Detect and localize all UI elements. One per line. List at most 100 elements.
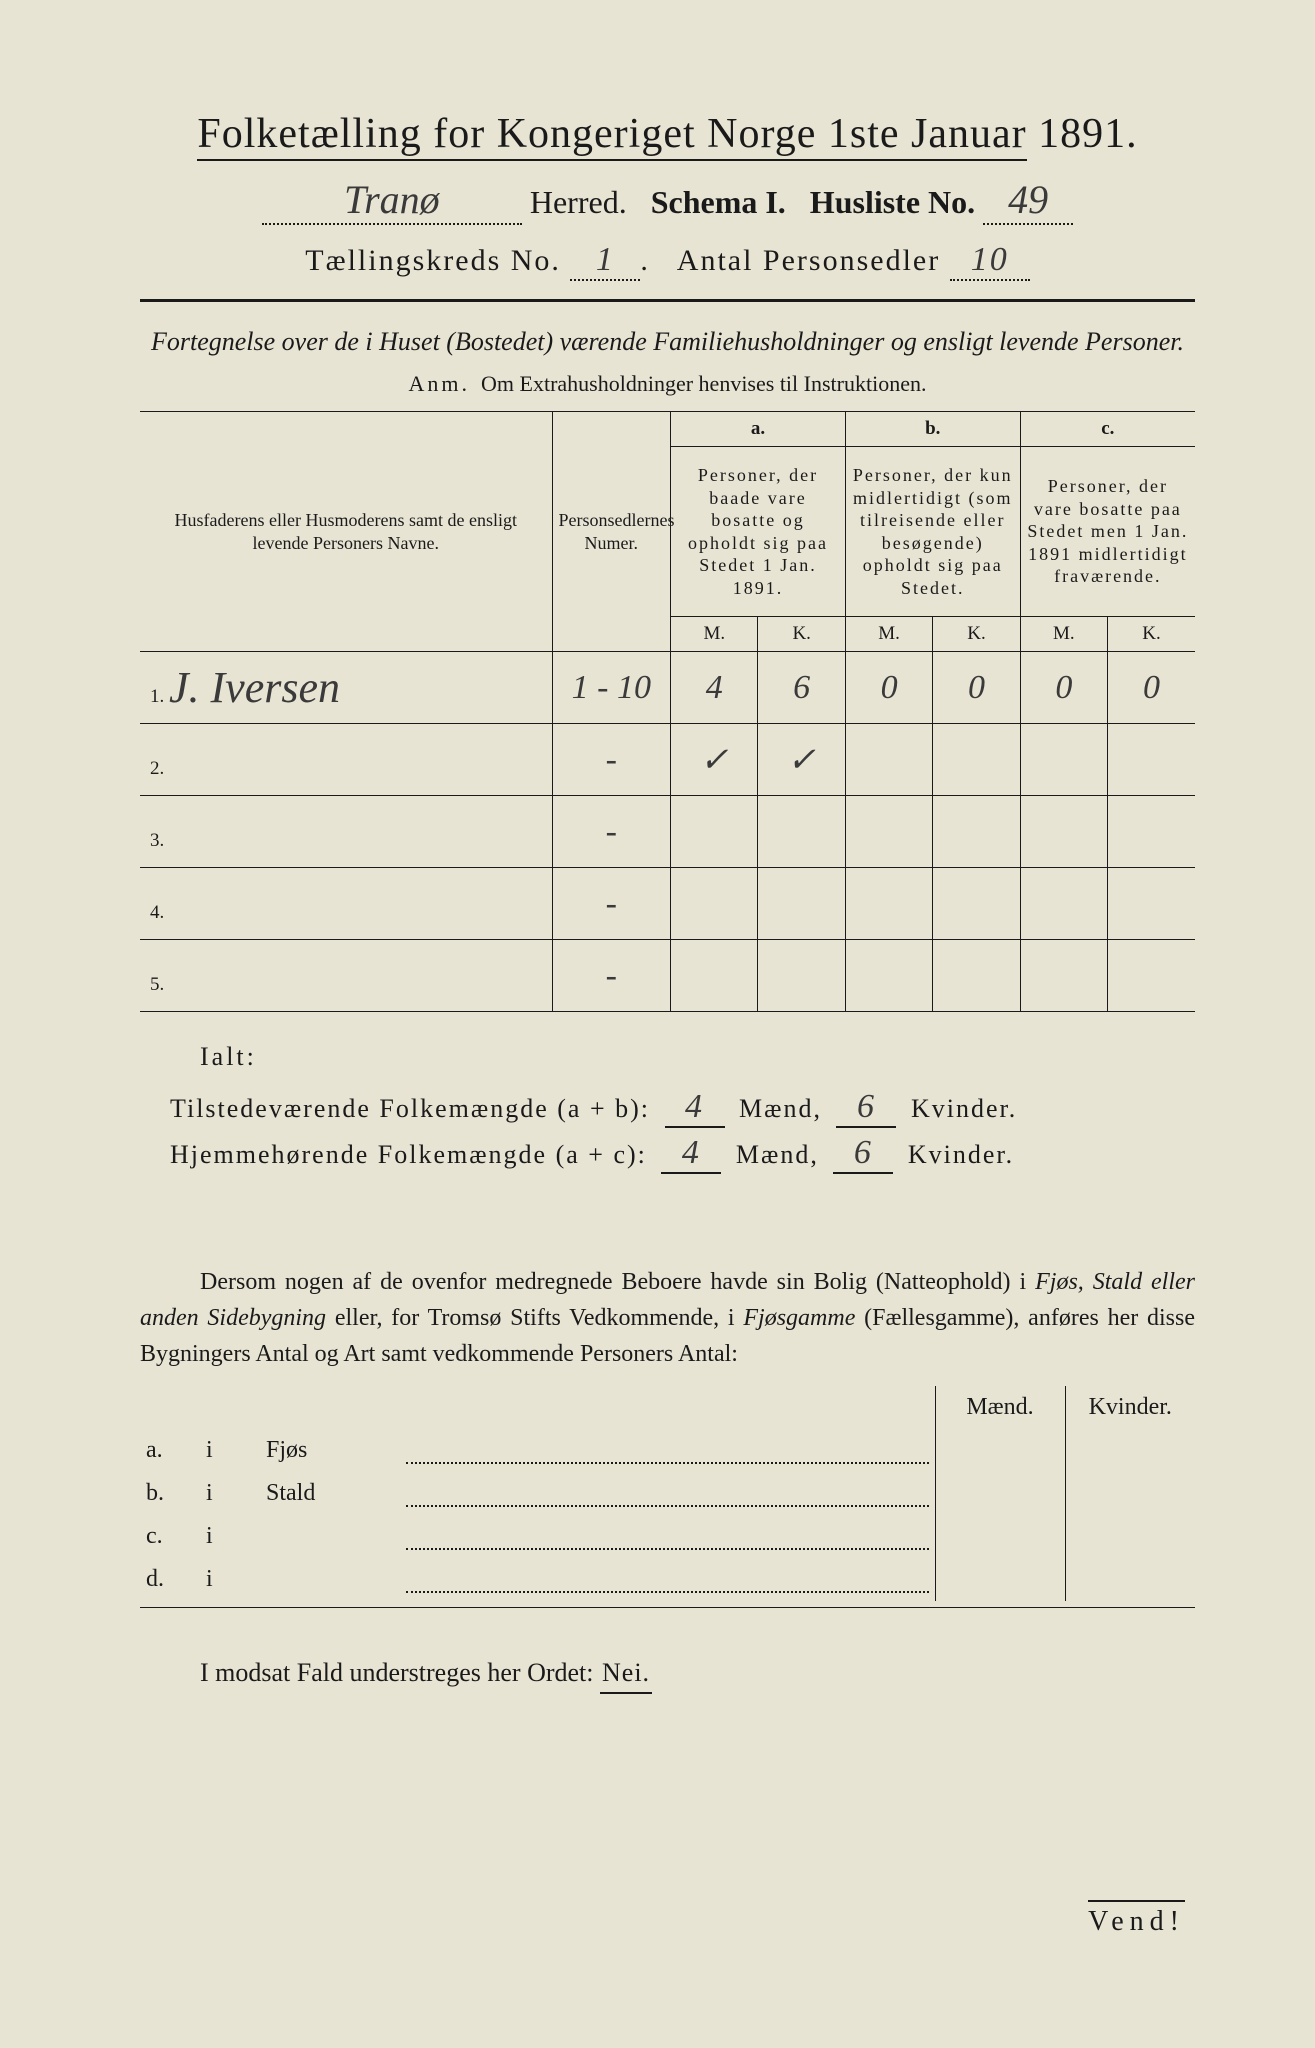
side-b: Fjøs [260, 1429, 400, 1472]
header-line-3: Tællingskreds No. 1 . Antal Personsedler… [140, 241, 1195, 281]
row-bK [933, 724, 1020, 796]
husliste-label: Husliste No. [810, 184, 975, 220]
herred-value: Tranø [344, 177, 440, 222]
row-cK [1108, 796, 1195, 868]
kreds-label: Tællingskreds No. [305, 244, 561, 277]
page-title: Folketælling for Kongeriget Norge 1ste J… [140, 110, 1195, 158]
side-kvinder-cell [1065, 1515, 1195, 1558]
side-b [260, 1558, 400, 1601]
side-i: i [200, 1515, 260, 1558]
c-m: M. [1020, 617, 1107, 652]
row-name-cell: 5. [140, 940, 552, 1012]
side-dots [400, 1558, 935, 1601]
side-maend-cell [935, 1558, 1065, 1601]
group-c-header: Personer, der vare bosatte paa Stedet me… [1020, 447, 1195, 617]
row-bK: 0 [933, 652, 1020, 724]
tot1-k: 6 [857, 1088, 876, 1125]
side-row: c.i [140, 1515, 1195, 1558]
row-bM [845, 868, 932, 940]
tot-maend: Mænd, [739, 1094, 822, 1123]
table-row: 5. - [140, 940, 1195, 1012]
side-b: Stald [260, 1472, 400, 1515]
tot1-label: Tilstedeværende Folkemængde (a + b): [170, 1094, 650, 1123]
tot-maend2: Mænd, [736, 1140, 819, 1169]
row-num: - [552, 796, 671, 868]
kreds-field: 1 [570, 241, 640, 281]
group-b-header: Personer, der kun midlertidigt (som tilr… [845, 447, 1020, 617]
kreds-value: 1 [596, 241, 615, 278]
row-name: J. Iversen [169, 663, 340, 712]
row-bM [845, 724, 932, 796]
group-b-label: b. [845, 412, 1020, 447]
antal-field: 10 [950, 241, 1030, 281]
schema-label: Schema I. [651, 184, 786, 220]
nei-line: I modsat Fald understreges her Ordet: Ne… [140, 1658, 1195, 1688]
tot1-m: 4 [685, 1088, 704, 1125]
row-cK [1108, 724, 1195, 796]
tot2-k: 6 [854, 1134, 873, 1171]
row-num: 1 - 10 [552, 652, 671, 724]
side-kvinder-cell [1065, 1472, 1195, 1515]
table-row: 2. -✓✓ [140, 724, 1195, 796]
side-kvinder-cell [1065, 1558, 1195, 1601]
table-row: 3. - [140, 796, 1195, 868]
side-i: i [200, 1558, 260, 1601]
table-row: 1. J. Iversen1 - 10460000 [140, 652, 1195, 724]
row-name-cell: 1. J. Iversen [140, 652, 552, 724]
side-dots [400, 1429, 935, 1472]
row-bM [845, 940, 932, 1012]
row-cK: 0 [1108, 652, 1195, 724]
side-maend: Mænd. [935, 1386, 1065, 1429]
totals-line-1: Tilstedeværende Folkemængde (a + b): 4 M… [170, 1088, 1195, 1128]
row-num: - [552, 724, 671, 796]
row-aK: ✓ [758, 724, 845, 796]
row-aM: 4 [671, 652, 758, 724]
antal-value: 10 [971, 241, 1009, 278]
row-aK [758, 796, 845, 868]
side-dots [400, 1515, 935, 1558]
row-bK [933, 868, 1020, 940]
nei-pre: I modsat Fald understreges her Ordet: [200, 1658, 594, 1687]
b-m: M. [845, 617, 932, 652]
group-a-label: a. [671, 412, 846, 447]
side-i: i [200, 1472, 260, 1515]
row-bM: 0 [845, 652, 932, 724]
c-k: K. [1108, 617, 1195, 652]
census-form-page: Folketælling for Kongeriget Norge 1ste J… [0, 0, 1315, 2048]
row-bM [845, 796, 932, 868]
herred-label: Herred. [530, 184, 627, 220]
header-line-2: Tranø Herred. Schema I. Husliste No. 49 [140, 176, 1195, 225]
row-bK [933, 940, 1020, 1012]
row-num: - [552, 940, 671, 1012]
anm-line: Anm. Om Extrahusholdninger henvises til … [140, 371, 1195, 397]
col-name-header: Husfaderens eller Husmoderens samt de en… [140, 412, 552, 652]
side-a: c. [140, 1515, 200, 1558]
table-row: 4. - [140, 868, 1195, 940]
antal-label: Antal Personsedler [677, 244, 940, 277]
row-name-cell: 3. [140, 796, 552, 868]
title-year: 1891. [1038, 111, 1138, 157]
side-a: d. [140, 1558, 200, 1601]
table-body: 1. J. Iversen1 - 104600002. -✓✓3. -4. -5… [140, 652, 1195, 1012]
anm-text: Om Extrahusholdninger henvises til Instr… [481, 371, 926, 396]
side-dots [400, 1472, 935, 1515]
a-k: K. [758, 617, 845, 652]
vend-label: Vend! [1088, 1900, 1185, 1938]
subtitle: Fortegnelse over de i Huset (Bostedet) v… [140, 324, 1195, 359]
side-row: b.iStald [140, 1472, 1195, 1515]
group-c-label: c. [1020, 412, 1195, 447]
row-cK [1108, 868, 1195, 940]
side-a: b. [140, 1472, 200, 1515]
husliste-field: 49 [983, 176, 1073, 225]
side-maend-cell [935, 1472, 1065, 1515]
tot2-label: Hjemmehørende Folkemængde (a + c): [170, 1140, 647, 1169]
row-cM [1020, 940, 1107, 1012]
side-kvinder: Kvinder. [1065, 1386, 1195, 1429]
a-m: M. [671, 617, 758, 652]
herred-field: Tranø [262, 176, 522, 225]
side-a: a. [140, 1429, 200, 1472]
side-maend-cell [935, 1515, 1065, 1558]
row-aM [671, 940, 758, 1012]
row-cM [1020, 868, 1107, 940]
side-kvinder-cell [1065, 1429, 1195, 1472]
